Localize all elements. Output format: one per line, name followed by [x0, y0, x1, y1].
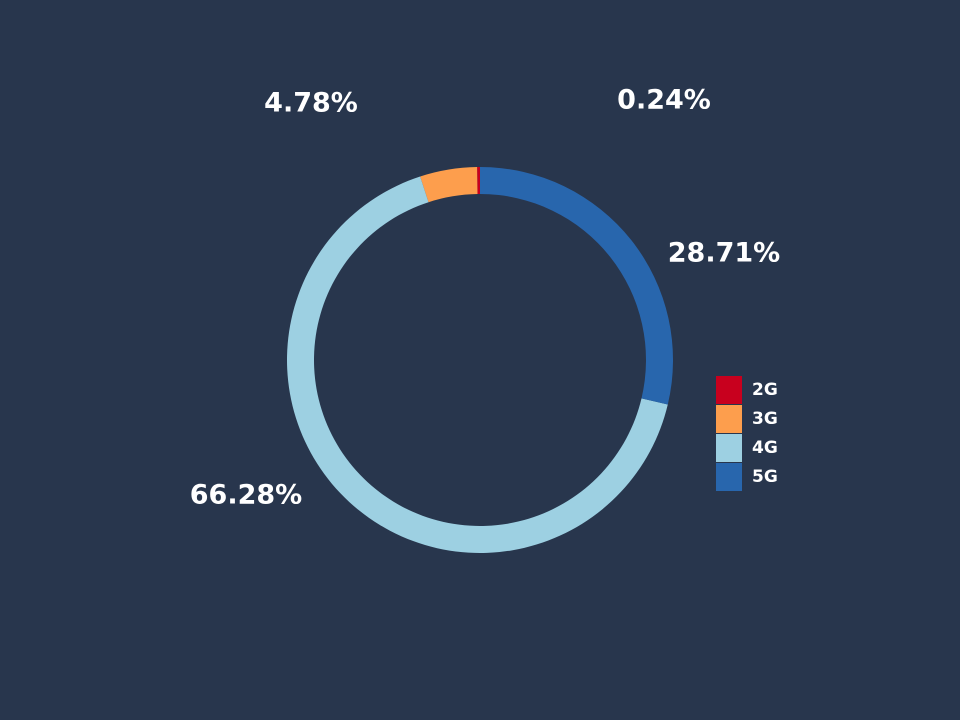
legend-label-2g: 2G — [752, 379, 778, 400]
slice-label-2g: 0.24% — [617, 84, 711, 116]
slice-label-5g: 28.71% — [667, 237, 781, 269]
legend-label-3g: 3G — [752, 408, 778, 429]
slice-label-4g: 66.28% — [189, 479, 303, 511]
donut-slice-2g[interactable] — [477, 167, 480, 195]
legend-swatch-4g — [716, 433, 742, 462]
legend-item-4g[interactable]: 4G — [716, 433, 796, 462]
legend-item-3g[interactable]: 3G — [716, 404, 796, 433]
legend-label-4g: 4G — [752, 437, 778, 458]
legend-label-5g: 5G — [752, 466, 778, 487]
legend-item-2g[interactable]: 2G — [716, 375, 796, 404]
slice-label-3g: 4.78% — [264, 87, 358, 119]
legend-swatch-5g — [716, 462, 742, 491]
donut-slice-5g[interactable] — [480, 166, 673, 405]
legend-swatch-2g — [716, 375, 742, 404]
legend-swatch-3g — [716, 404, 742, 433]
donut-slice-3g[interactable] — [420, 167, 478, 203]
legend-item-5g[interactable]: 5G — [716, 462, 796, 491]
chart-legend: 2G 3G 4G 5G — [716, 375, 796, 491]
